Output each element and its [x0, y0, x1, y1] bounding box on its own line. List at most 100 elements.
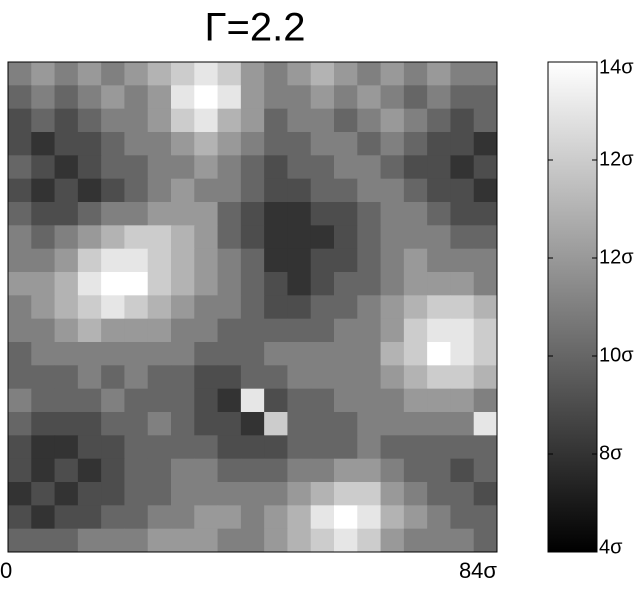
heatmap-cell [380, 178, 405, 203]
heatmap-cell [450, 178, 475, 203]
heatmap-cell [473, 225, 498, 250]
heatmap-cell [310, 132, 335, 156]
heatmap-cell [31, 225, 56, 250]
heatmap-cell [77, 342, 102, 366]
heatmap-cell [287, 388, 312, 413]
heatmap-cell [77, 248, 102, 273]
heatmap-cell [240, 225, 265, 250]
heatmap-cell [8, 272, 32, 296]
heatmap-cell [403, 248, 428, 273]
heatmap-cell [310, 482, 335, 506]
heatmap-cell [171, 248, 195, 273]
heatmap-cell [403, 202, 428, 226]
heatmap-cell [77, 505, 102, 530]
heatmap-cell [473, 412, 498, 436]
heatmap-cell [450, 388, 475, 413]
heatmap-cell [427, 225, 451, 250]
heatmap-cell [8, 528, 32, 553]
heatmap-cell [217, 155, 242, 180]
heatmap-cell [334, 132, 358, 156]
heatmap-cell [287, 365, 312, 390]
heatmap-cell [8, 435, 32, 460]
heatmap-cell [450, 482, 475, 506]
heatmap-cell [473, 85, 498, 110]
heatmap-cell [310, 248, 335, 273]
heatmap-cell [473, 108, 498, 133]
heatmap-cell [240, 482, 265, 506]
heatmap-cell [147, 318, 172, 343]
heatmap-cell [357, 178, 382, 203]
heatmap-cell [473, 365, 498, 390]
heatmap-cell [357, 458, 382, 483]
heatmap-cell [334, 435, 358, 460]
heatmap-cell [54, 528, 79, 553]
heatmap-cell [357, 295, 382, 320]
heatmap-cell [287, 108, 312, 133]
heatmap-cell [473, 178, 498, 203]
heatmap-cell [194, 155, 219, 180]
heatmap-cell [473, 505, 498, 530]
heatmap-cell [77, 225, 102, 250]
heatmap-cell [31, 365, 56, 390]
heatmap-cell [124, 62, 149, 86]
heatmap-cell [427, 248, 451, 273]
heatmap-cell [31, 132, 56, 156]
plot-frame [7, 61, 498, 553]
heatmap-cell [31, 318, 56, 343]
heatmap-cell [264, 108, 288, 133]
heatmap-cell [380, 108, 405, 133]
heatmap-cell [287, 85, 312, 110]
heatmap-cell [101, 155, 125, 180]
heatmap-cell [287, 272, 312, 296]
heatmap-cell [264, 225, 288, 250]
heatmap-cell [194, 272, 219, 296]
heatmap-cell [264, 482, 288, 506]
heatmap-cell [194, 225, 219, 250]
heatmap-cell [8, 178, 32, 203]
colorbar-tick-label: 8σ [599, 442, 623, 464]
heatmap-cell [147, 108, 172, 133]
heatmap-cell [450, 272, 475, 296]
heatmap-cell [77, 435, 102, 460]
heatmap-cell [217, 248, 242, 273]
heatmap-cell [380, 505, 405, 530]
heatmap-cell [217, 342, 242, 366]
heatmap-cell [194, 178, 219, 203]
heatmap-cell [473, 435, 498, 460]
heatmap-cell [357, 202, 382, 226]
heatmap-cell [8, 62, 32, 86]
heatmap-cell [450, 108, 475, 133]
heatmap-cell [54, 85, 79, 110]
heatmap-cell [8, 132, 32, 156]
heatmap-cell [334, 62, 358, 86]
heatmap-cell [124, 458, 149, 483]
heatmap-cell [54, 248, 79, 273]
heatmap-cell [217, 202, 242, 226]
heatmap-cell [54, 155, 79, 180]
heatmap-cell [124, 365, 149, 390]
heatmap-cell [287, 225, 312, 250]
heatmap-cell [217, 225, 242, 250]
heatmap-cell [334, 318, 358, 343]
heatmap-cell [124, 202, 149, 226]
heatmap-cell [217, 108, 242, 133]
heatmap-cell [403, 132, 428, 156]
heatmap-cell [427, 108, 451, 133]
heatmap-cell [287, 482, 312, 506]
heatmap-cell [450, 342, 475, 366]
colorbar-tick-label: 12σ [599, 246, 634, 268]
heatmap-cell [31, 272, 56, 296]
heatmap-cell [264, 458, 288, 483]
heatmap-cell [171, 155, 195, 180]
heatmap-cell [450, 202, 475, 226]
heatmap-cell [403, 388, 428, 413]
heatmap-cell [380, 435, 405, 460]
heatmap-cell [147, 295, 172, 320]
heatmap-cell [357, 85, 382, 110]
heatmap-cell [147, 178, 172, 203]
heatmap-cell [357, 342, 382, 366]
heatmap-cell [77, 528, 102, 553]
heatmap-cell [147, 435, 172, 460]
heatmap-cell [31, 435, 56, 460]
